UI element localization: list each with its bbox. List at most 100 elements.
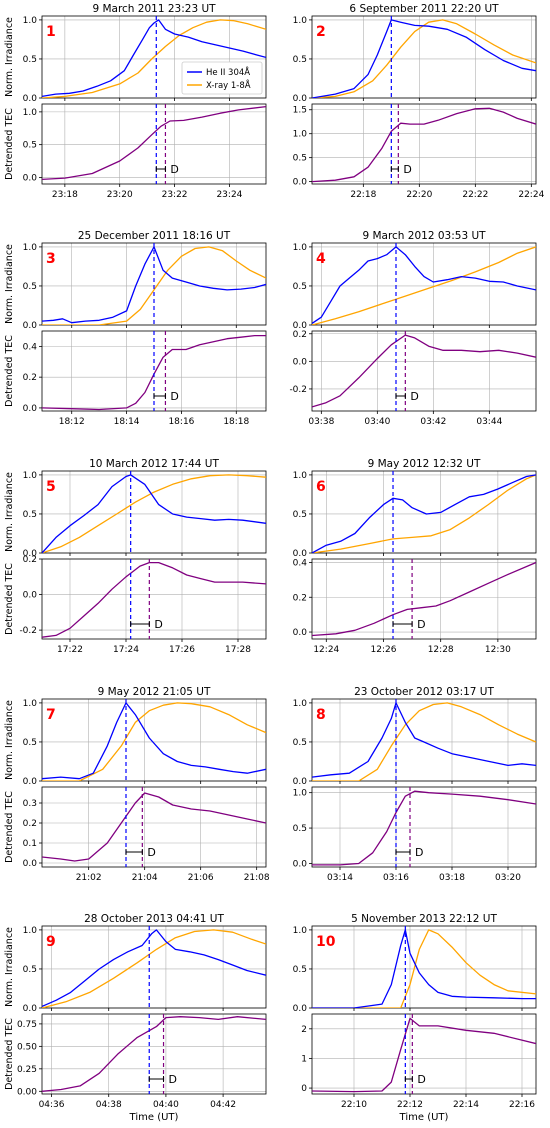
tec-xtick-label: 04:40 <box>153 1100 179 1110</box>
tec-ytick-label: 0.0 <box>23 173 38 183</box>
delay-label: D <box>170 163 178 176</box>
tec-xtick-label: 12:30 <box>485 645 511 655</box>
tec-xtick-label: 17:22 <box>57 645 83 655</box>
tec-ytick-label: 0.4 <box>293 558 308 568</box>
panel-3: 25 December 2011 18:16 UT 0.0 0.5 1.0 3 Norm.… <box>4 230 267 427</box>
irradiance-frame <box>311 242 537 326</box>
delay-label: D <box>415 846 423 859</box>
delay-marker: D <box>390 163 412 176</box>
delay-marker: D <box>155 163 179 176</box>
panel-title: 9 May 2012 12:32 UT <box>368 458 481 470</box>
irradiance-ytick-label: 0.0 <box>293 1004 308 1014</box>
irradiance-ytick-label: 0.0 <box>293 94 308 104</box>
he-line <box>312 929 536 1008</box>
tec-xtick-label: 03:42 <box>420 417 446 427</box>
tec-ytick-label: 0.5 <box>293 154 307 164</box>
tec-ytick-label: 0.2 <box>293 330 307 340</box>
tec-frame <box>41 1013 267 1095</box>
xray-line <box>312 246 536 325</box>
y-axis-label-tec: Detrended TEC <box>4 791 15 863</box>
legend-box <box>181 61 263 95</box>
tec-xtick-label: 22:18 <box>350 190 376 200</box>
irradiance-frame <box>311 15 537 99</box>
panel-title: 5 November 2013 22:12 UT <box>351 913 497 925</box>
tec-ytick-label: 0.2 <box>23 819 37 829</box>
tec-xtick-label: 04:36 <box>39 1100 65 1110</box>
irradiance-frame <box>311 925 537 1009</box>
irradiance-frame <box>311 470 537 554</box>
tec-line <box>312 334 536 408</box>
tec-xtick-label: 03:18 <box>439 873 465 883</box>
tec-ytick-label: 0.0 <box>293 357 308 367</box>
delay-label: D <box>403 163 411 176</box>
irradiance-ytick-label: 1.0 <box>293 243 308 253</box>
y-axis-label-tec: Detrended TEC <box>4 563 15 635</box>
tec-xtick-label: 22:12 <box>397 1100 423 1110</box>
delay-marker: D <box>404 1073 426 1086</box>
tec-xtick-label: 17:24 <box>113 645 139 655</box>
tec-xtick-label: 04:42 <box>210 1100 236 1110</box>
tec-line <box>312 107 536 183</box>
irradiance-ytick-label: 0.5 <box>23 510 37 520</box>
y-axis-label-irradiance: Norm. Irradiance <box>4 472 15 552</box>
irradiance-ytick-label: 0.5 <box>23 282 37 292</box>
tec-ytick-label: 1.0 <box>293 789 308 799</box>
irradiance-ytick-label: 1.0 <box>293 471 308 481</box>
irradiance-ytick-label: 1.0 <box>23 16 38 26</box>
irradiance-ytick-label: 0.5 <box>23 738 37 748</box>
he-line <box>312 474 536 553</box>
tec-xtick-label: 03:20 <box>495 873 521 883</box>
tec-ytick-label: 0.0 <box>23 859 38 869</box>
delay-label: D <box>410 390 418 403</box>
he-line <box>312 19 536 98</box>
xray-line <box>42 19 266 98</box>
tec-line <box>312 790 536 866</box>
xray-line <box>312 19 536 98</box>
xray-line <box>42 474 266 553</box>
tec-xtick-label: 22:10 <box>341 1100 367 1110</box>
tec-line <box>42 792 266 862</box>
irradiance-ytick-label: 0.0 <box>293 549 308 559</box>
tec-xtick-label: 22:16 <box>509 1100 535 1110</box>
xray-line <box>312 702 536 781</box>
tec-frame <box>311 103 537 185</box>
tec-ytick-label: 0.2 <box>293 593 307 603</box>
irradiance-ytick-label: 0.0 <box>23 94 38 104</box>
panel-number: 10 <box>316 934 336 950</box>
x-axis-label: Time (UT) <box>399 1112 449 1123</box>
tec-ytick-label: 0.4 <box>23 342 38 352</box>
delay-marker: D <box>125 846 156 859</box>
tec-xtick-label: 17:26 <box>169 645 195 655</box>
tec-ytick-label: 0.1 <box>23 839 37 849</box>
tec-xtick-label: 23:20 <box>107 190 133 200</box>
panel-4: 9 March 2012 03:53 UT0.00.51.04-0.20.00.… <box>289 230 537 427</box>
panel-2: 6 September 2011 22:20 UT 0.0 0.5 1.0 2 0.0 0.… <box>293 3 545 200</box>
tec-line <box>42 334 266 411</box>
delay-marker: D <box>130 618 163 631</box>
irradiance-ytick-label: 0.0 <box>23 549 38 559</box>
tec-frame <box>41 103 267 185</box>
tec-ytick-label: -0.2 <box>19 626 37 636</box>
panel-title: 9 March 2012 03:53 UT <box>362 230 486 242</box>
y-axis-label-tec: Detrended TEC <box>4 335 15 407</box>
tec-ytick-label: 0.25 <box>17 1065 37 1075</box>
irradiance-ytick-label: 0.5 <box>293 510 307 520</box>
panel-number: 6 <box>316 479 326 495</box>
irradiance-ytick-label: 1.0 <box>293 16 308 26</box>
xray-line <box>312 474 536 553</box>
tec-ytick-label: 0.00 <box>17 1087 37 1097</box>
y-axis-label-irradiance: Norm. Irradiance <box>4 700 15 780</box>
y-axis-label-irradiance: Norm. Irradiance <box>4 244 15 324</box>
he-line <box>42 474 266 553</box>
panel-number: 4 <box>316 251 326 267</box>
delay-marker: D <box>392 618 426 631</box>
irradiance-ytick-label: 1.0 <box>293 699 308 709</box>
panel-number: 1 <box>46 24 56 40</box>
delay-label: D <box>170 390 178 403</box>
irradiance-frame <box>41 698 267 782</box>
panel-7: 9 May 2012 21:05 UT 0.0 0.5 1.0 7 Norm. Irrad… <box>4 686 270 883</box>
tec-ytick-label: 0.5 <box>293 824 307 834</box>
he-line <box>42 246 266 324</box>
panel-title: 23 October 2012 03:17 UT <box>354 686 494 698</box>
